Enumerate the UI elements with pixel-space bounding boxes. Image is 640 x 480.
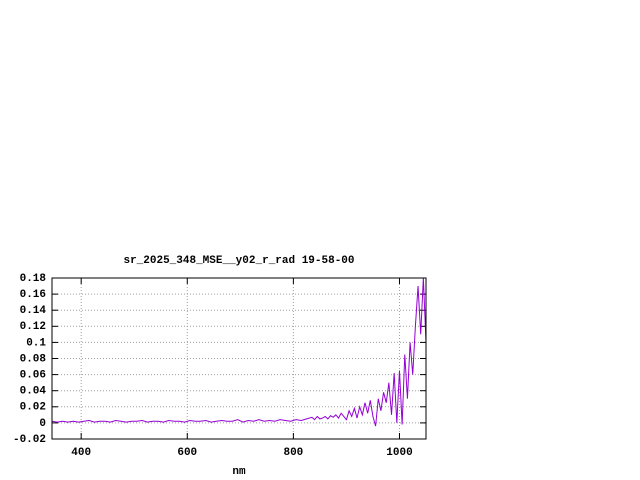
x-tick-label: 800	[283, 447, 303, 459]
y-tick-label: 0	[39, 418, 46, 430]
y-tick-label: 0.18	[20, 273, 47, 285]
y-tick-label: 0.14	[20, 305, 47, 317]
y-tick-label: -0.02	[13, 434, 46, 446]
x-tick-label: 1000	[386, 447, 412, 459]
x-tick-label: 400	[71, 447, 91, 459]
y-tick-label: 0.06	[20, 370, 46, 382]
x-axis-label: nm	[232, 466, 246, 478]
y-tick-label: 0.12	[20, 321, 46, 333]
y-tick-label: 0.04	[20, 386, 47, 398]
y-tick-label: 0.16	[20, 289, 46, 301]
plot-border	[51, 277, 427, 440]
y-tick-label: 0.08	[20, 353, 47, 365]
data-line	[52, 278, 426, 427]
x-tick-label: 600	[177, 447, 197, 459]
y-tick-label: 0.1	[26, 337, 46, 349]
chart-title: sr_2025_348_MSE__y02_r_rad 19-58-00	[123, 255, 354, 267]
y-tick-label: 0.02	[20, 402, 46, 414]
